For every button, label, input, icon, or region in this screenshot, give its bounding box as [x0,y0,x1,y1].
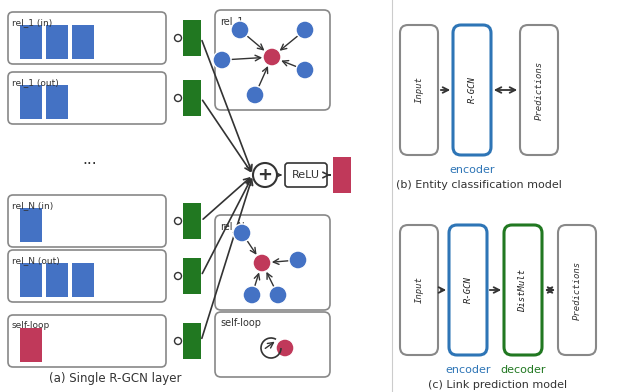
Circle shape [175,272,182,279]
Circle shape [269,286,287,304]
Text: (a) Single R-GCN layer: (a) Single R-GCN layer [49,372,181,385]
Text: Input: Input [415,277,424,303]
FancyBboxPatch shape [215,312,330,377]
FancyBboxPatch shape [400,25,438,155]
Circle shape [276,339,294,357]
Bar [183,203,201,239]
Text: Predictions: Predictions [573,260,582,319]
Circle shape [253,163,277,187]
Text: DistMult: DistMult [518,269,527,312]
Bar [20,208,42,242]
Text: R-GCN: R-GCN [463,277,472,303]
FancyBboxPatch shape [8,315,166,367]
FancyBboxPatch shape [215,10,330,110]
Text: rel_N (in): rel_N (in) [12,201,53,210]
Bar [183,323,201,359]
Text: ReLU: ReLU [292,170,320,180]
Circle shape [243,286,261,304]
Text: encoder: encoder [449,165,495,175]
FancyBboxPatch shape [285,163,327,187]
Circle shape [246,86,264,104]
Circle shape [289,251,307,269]
FancyBboxPatch shape [520,25,558,155]
Circle shape [213,51,231,69]
Text: decoder: decoder [500,365,546,375]
Circle shape [253,254,271,272]
Circle shape [175,94,182,102]
Text: +: + [257,166,273,184]
Text: self-loop: self-loop [220,318,261,328]
Text: rel_N (out): rel_N (out) [12,256,60,265]
Circle shape [296,21,314,39]
Text: ...: ... [83,151,97,167]
Circle shape [296,61,314,79]
Circle shape [231,21,249,39]
Bar [20,85,42,119]
FancyBboxPatch shape [215,215,330,310]
Bar [20,328,42,362]
Bar [72,25,94,59]
FancyBboxPatch shape [558,225,596,355]
Circle shape [233,224,251,242]
Circle shape [263,48,281,66]
Bar [333,157,351,193]
Text: rel_1: rel_1 [220,16,243,27]
Text: encoder: encoder [445,365,491,375]
Bar [183,20,201,56]
Text: rel_N: rel_N [220,221,244,232]
Bar [46,25,68,59]
FancyBboxPatch shape [8,12,166,64]
Bar [20,25,42,59]
Text: rel_1 (out): rel_1 (out) [12,78,59,87]
FancyBboxPatch shape [449,225,487,355]
Bar [183,258,201,294]
FancyBboxPatch shape [453,25,491,155]
Circle shape [175,34,182,42]
FancyBboxPatch shape [400,225,438,355]
Text: (b) Entity classification model: (b) Entity classification model [396,180,562,190]
Circle shape [175,338,182,345]
Text: rel_1 (in): rel_1 (in) [12,18,52,27]
FancyBboxPatch shape [8,250,166,302]
Text: (c) Link prediction model: (c) Link prediction model [428,380,568,390]
Text: Predictions: Predictions [534,60,543,120]
Bar [46,85,68,119]
Text: Input: Input [415,76,424,103]
Bar [46,263,68,297]
Text: self-loop: self-loop [12,321,51,330]
FancyBboxPatch shape [504,225,542,355]
Bar [20,263,42,297]
Bar [72,263,94,297]
FancyBboxPatch shape [8,195,166,247]
Text: R-GCN: R-GCN [467,76,477,103]
Circle shape [175,218,182,225]
Bar [183,80,201,116]
FancyBboxPatch shape [8,72,166,124]
